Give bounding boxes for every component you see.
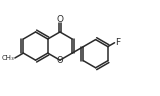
Text: F: F: [116, 38, 121, 47]
Text: O: O: [57, 56, 63, 65]
Text: CH₃: CH₃: [2, 55, 14, 61]
Text: O: O: [56, 15, 64, 24]
